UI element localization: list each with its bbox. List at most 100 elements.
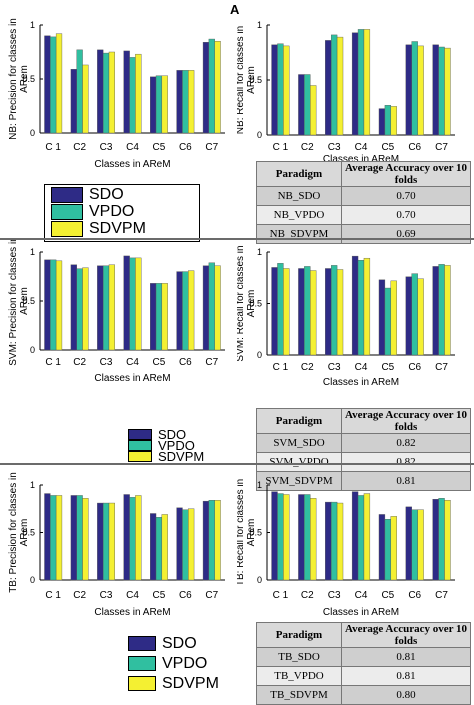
x-tick-label: C6 bbox=[408, 362, 421, 373]
bar-sdvpm bbox=[161, 283, 168, 351]
bar-sdvpm bbox=[390, 280, 397, 356]
bar-vpdo bbox=[208, 262, 215, 351]
bar-vpdo bbox=[438, 264, 445, 356]
x-tick-label: C4 bbox=[126, 590, 139, 601]
table-cell: 0.82 bbox=[341, 452, 471, 472]
bar-sdvpm bbox=[135, 495, 142, 581]
bar-sdo bbox=[378, 279, 386, 356]
bar-sdvpm bbox=[444, 47, 451, 136]
bar-sdo bbox=[432, 266, 439, 356]
y-axis-label: NB: Recall for classes inARem bbox=[237, 26, 257, 134]
svm-precision-chart: 0 0.5 1 C 1 C2 C3 C4 C5 C6 C7 Classes in AReM SVM: … bbox=[8, 240, 225, 384]
x-axis-label: Classes in AReM bbox=[323, 154, 399, 165]
bar-sdo bbox=[271, 267, 278, 356]
y-tick-label: 0 bbox=[257, 575, 262, 585]
bar-sdo bbox=[378, 514, 386, 581]
bar-vpdo bbox=[438, 46, 445, 136]
x-tick-label: C3 bbox=[100, 357, 113, 368]
bar-sdo bbox=[44, 35, 51, 134]
legend-swatch-sdo bbox=[128, 429, 152, 440]
bar-vpdo bbox=[129, 497, 136, 581]
table-header-accuracy: Average Accuracy over 10 folds bbox=[341, 408, 471, 434]
table-cell: 0.82 bbox=[341, 433, 471, 453]
panel-divider bbox=[0, 238, 474, 240]
bar-sdvpm bbox=[214, 265, 221, 351]
bar-vpdo bbox=[182, 70, 189, 134]
x-tick-label: C6 bbox=[408, 142, 421, 153]
x-tick-label: C7 bbox=[205, 357, 218, 368]
bar-sdo bbox=[432, 44, 439, 136]
bar-sdo bbox=[97, 265, 104, 351]
bar-sdvpm bbox=[417, 509, 424, 581]
bar-sdo bbox=[202, 265, 210, 351]
bar-sdo bbox=[176, 507, 183, 581]
bar-sdo bbox=[70, 264, 77, 351]
y-tick-label: 0 bbox=[257, 130, 262, 140]
bar-sdvpm bbox=[108, 264, 115, 351]
legend-swatch-sdvpm bbox=[51, 221, 83, 237]
nb-panel: 0 0.5 1 C 1 C2 C3 C4 C5 C6 C7 Classes in AReM NB: P… bbox=[0, 0, 474, 244]
bar-sdo bbox=[123, 255, 130, 351]
x-tick-label: C4 bbox=[126, 142, 139, 153]
bar-sdo bbox=[405, 506, 412, 581]
bar-sdo bbox=[44, 259, 51, 351]
legend-swatch-sdo bbox=[51, 187, 83, 203]
bar-sdvpm bbox=[310, 85, 317, 136]
bar-sdvpm bbox=[336, 269, 344, 356]
nb-precision-chart: 0 0.5 1 C 1 C2 C3 C4 C5 C6 C7 Classes in AReM NB: P… bbox=[8, 18, 225, 170]
nb-recall-chart: 0 0.5 1 C 1 C2 C3 C4 C5 C6 C7 Classes in AReM NB: R… bbox=[237, 20, 455, 165]
bar-sdvpm bbox=[390, 106, 397, 136]
x-tick-label: C4 bbox=[355, 142, 368, 153]
bar-vpdo bbox=[357, 29, 365, 136]
bar-sdo bbox=[123, 50, 130, 134]
bar-vpdo bbox=[384, 519, 392, 581]
bar-sdo bbox=[150, 513, 157, 581]
bar-vpdo bbox=[384, 287, 392, 356]
x-tick-label: C6 bbox=[179, 590, 192, 601]
bar-vpdo bbox=[208, 38, 215, 134]
table-cell: SVM_SDO bbox=[256, 433, 342, 453]
bar-sdo bbox=[202, 42, 210, 134]
x-axis-label: Classes in AReM bbox=[94, 607, 170, 618]
y-tick-label: 0 bbox=[30, 575, 35, 585]
table-header-paradigm: Paradigm bbox=[256, 408, 342, 434]
svm-panel: 0 0.5 1 C 1 C2 C3 C4 C5 C6 C7 Classes in AReM SVM: … bbox=[0, 240, 474, 491]
table-cell: 0.81 bbox=[341, 647, 471, 667]
nb-accuracy-table: Paradigm Average Accuracy over 10 folds … bbox=[256, 161, 471, 244]
bar-vpdo bbox=[277, 493, 284, 581]
y-tick-label: 1 bbox=[30, 247, 35, 257]
x-tick-label: C2 bbox=[301, 362, 314, 373]
bar-vpdo bbox=[50, 36, 57, 134]
x-tick-label: C5 bbox=[153, 142, 166, 153]
y-tick-label: 1 bbox=[30, 20, 35, 30]
x-tick-label: C2 bbox=[301, 590, 314, 601]
table-cell: SVM_VPDO bbox=[256, 452, 342, 472]
table-header-paradigm: Paradigm bbox=[256, 622, 342, 648]
bar-sdvpm bbox=[55, 260, 63, 351]
bar-vpdo bbox=[76, 49, 83, 134]
bar-sdo bbox=[97, 502, 104, 581]
legend-label-sdvpm: SDVPM bbox=[89, 220, 146, 237]
y-axis-label: SVM: Precision for classes inARem bbox=[8, 240, 30, 366]
bar-vpdo bbox=[411, 41, 418, 136]
bar-sdo bbox=[176, 70, 183, 134]
legend-swatch-vpdo bbox=[51, 204, 83, 220]
bar-sdvpm bbox=[82, 267, 89, 351]
table-cell: NB_VPDO bbox=[256, 205, 342, 225]
bar-vpdo bbox=[277, 263, 284, 356]
bar-vpdo bbox=[438, 498, 445, 581]
x-tick-label: C4 bbox=[355, 362, 368, 373]
x-tick-label: C6 bbox=[179, 357, 192, 368]
tb-panel: 0 0.5 1 C 1 C2 C3 C4 C5 C6 C7 Classes in AReM TB: P… bbox=[0, 465, 474, 705]
bar-vpdo bbox=[155, 75, 163, 134]
legend-swatch-vpdo bbox=[128, 656, 156, 671]
legend-label-sdo: SDO bbox=[89, 186, 124, 203]
table-cell: 0.80 bbox=[341, 685, 471, 705]
x-tick-label: C6 bbox=[408, 590, 421, 601]
bar-sdo bbox=[70, 69, 77, 134]
bar-sdo bbox=[150, 283, 157, 351]
bar-sdvpm bbox=[417, 278, 424, 356]
bar-vpdo bbox=[330, 501, 338, 581]
bar-sdvpm bbox=[55, 33, 63, 134]
bar-sdvpm bbox=[161, 75, 168, 134]
